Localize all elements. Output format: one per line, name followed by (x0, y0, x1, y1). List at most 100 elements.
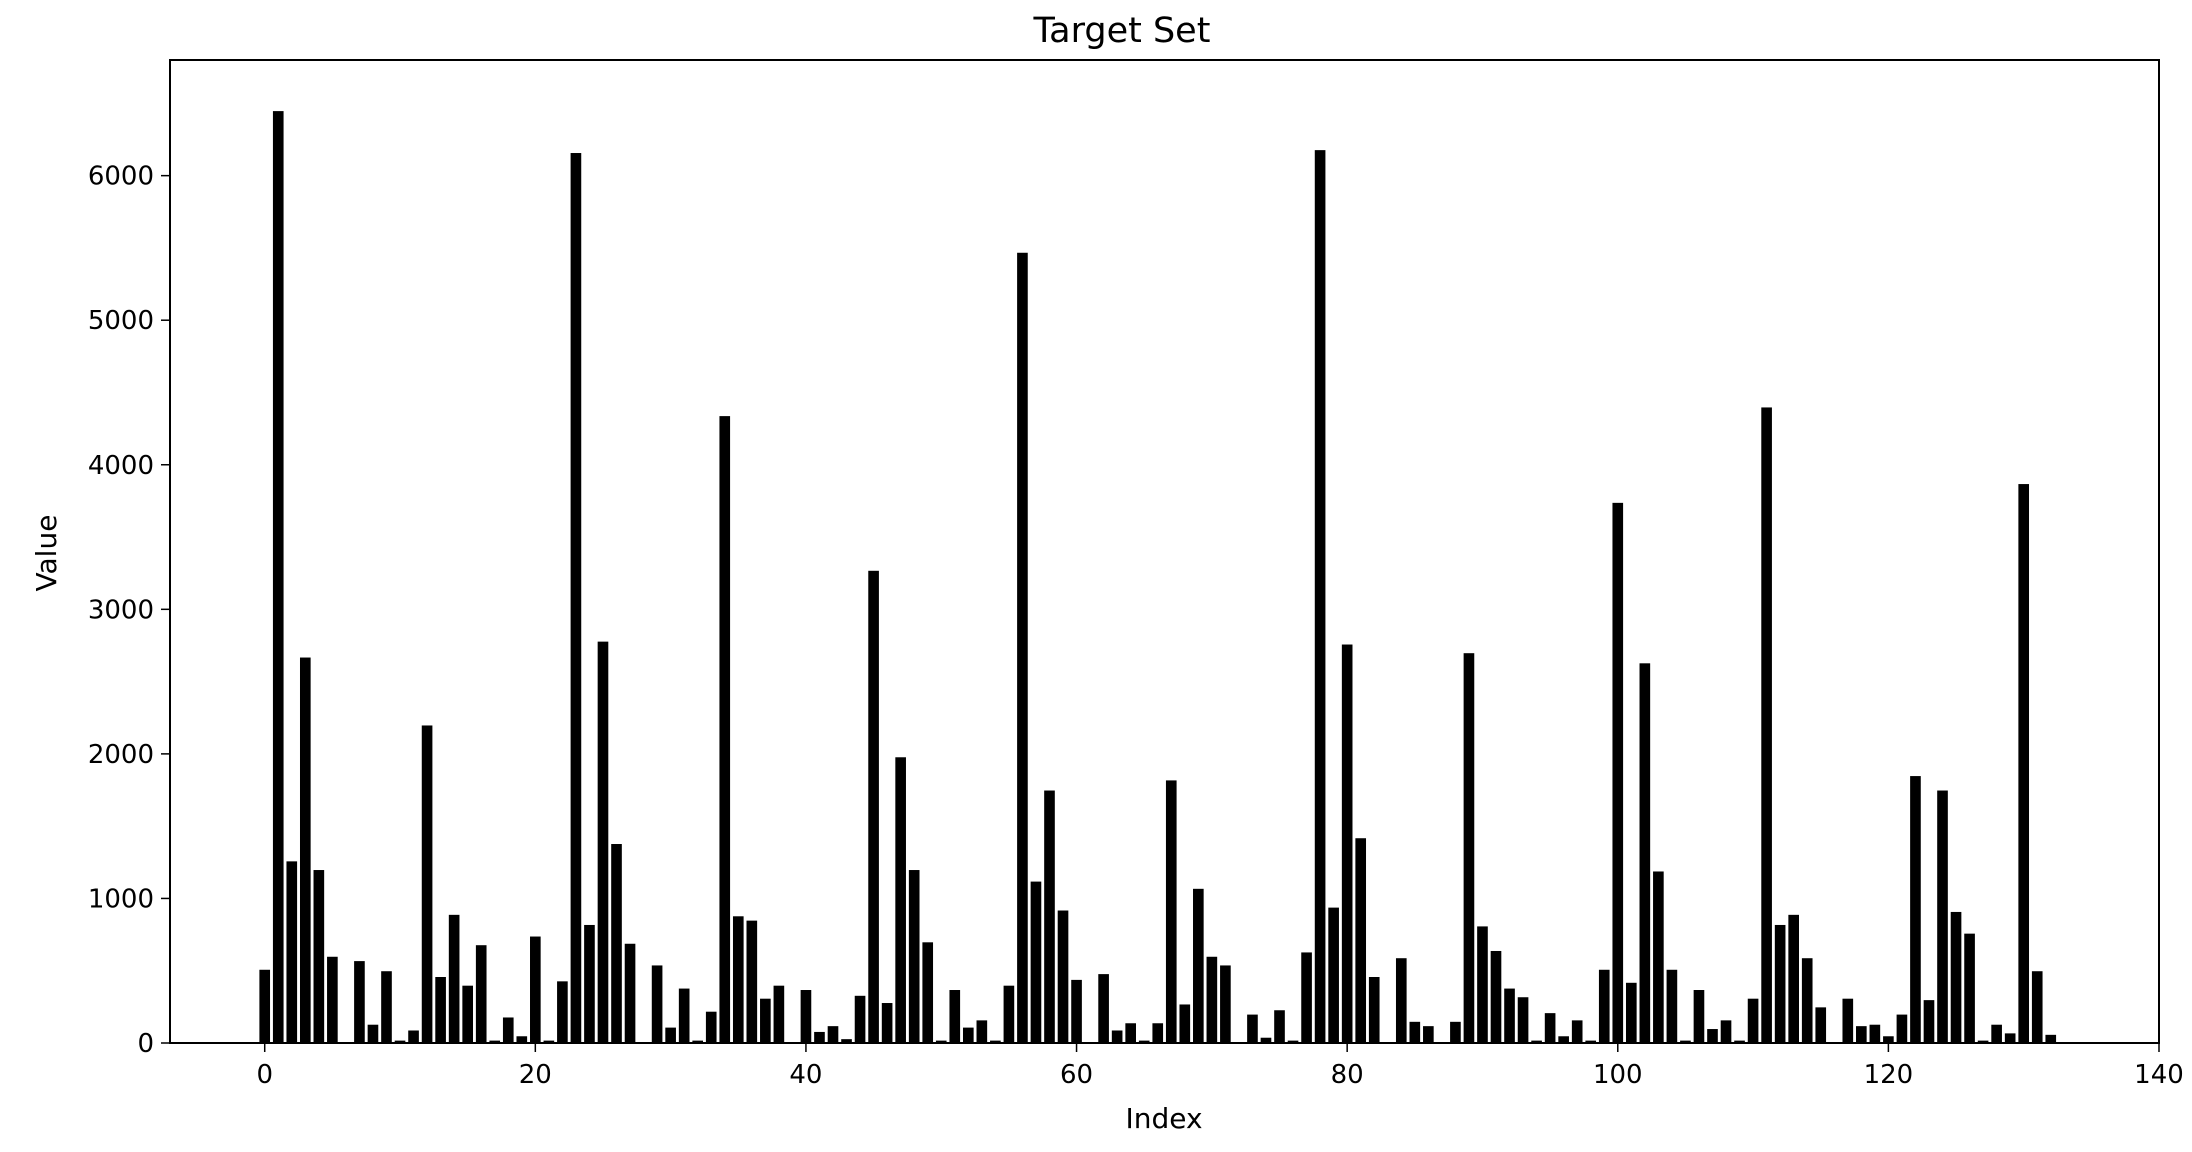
bar-75 (1273, 1009, 1286, 1044)
bar-120 (1882, 1035, 1895, 1044)
bar-26 (610, 843, 623, 1044)
bar-95 (1543, 1012, 1557, 1044)
bar-27 (623, 942, 637, 1044)
bar-34 (718, 415, 732, 1044)
bar-52 (961, 1026, 975, 1044)
y-axis-ticks: 0 1000 2000 3000 4000 5000 6000 (88, 162, 170, 1059)
bar-2 (285, 860, 299, 1044)
bar-112 (1773, 923, 1787, 1044)
bar-36 (745, 919, 759, 1044)
bar-80 (1340, 643, 1354, 1044)
bar-41 (813, 1030, 826, 1044)
bar-88 (1449, 1020, 1462, 1044)
y-tick-label: 1000 (88, 884, 154, 914)
bar-89 (1462, 652, 1476, 1044)
y-tick-label: 4000 (88, 451, 154, 481)
bar-33 (704, 1010, 718, 1044)
bar-122 (1909, 775, 1922, 1044)
bar-78 (1313, 149, 1327, 1044)
bar-130 (2017, 483, 2031, 1044)
bar-37 (759, 997, 772, 1044)
bar-18 (501, 1016, 515, 1044)
bar-110 (1746, 997, 1760, 1044)
bar-58 (1043, 789, 1056, 1044)
x-tick-label: 120 (1864, 1060, 1914, 1090)
bar-79 (1327, 906, 1340, 1044)
bar-0 (258, 968, 272, 1044)
y-tick-label: 2000 (88, 740, 154, 770)
bar-62 (1097, 973, 1110, 1044)
bar-81 (1354, 837, 1368, 1044)
bar-125 (1949, 910, 1963, 1044)
bar-48 (907, 869, 921, 1044)
bar-63 (1110, 1029, 1124, 1044)
bar-51 (948, 989, 962, 1044)
bar-11 (407, 1029, 420, 1044)
y-tick-label: 0 (137, 1029, 154, 1059)
bar-70 (1205, 955, 1219, 1044)
x-tick-label: 0 (256, 1060, 273, 1090)
y-tick-label: 5000 (88, 306, 154, 336)
bar-30 (664, 1026, 677, 1044)
bar-59 (1056, 909, 1070, 1044)
bar-66 (1151, 1022, 1165, 1044)
bar-107 (1706, 1028, 1719, 1044)
bar-25 (596, 640, 610, 1044)
bar-64 (1124, 1022, 1137, 1044)
bar-23 (569, 152, 583, 1044)
bar-103 (1652, 870, 1665, 1044)
bar-8 (366, 1023, 380, 1044)
bar-4 (312, 869, 326, 1044)
bar-84 (1394, 957, 1408, 1044)
bar-101 (1624, 981, 1638, 1044)
bar-55 (1002, 984, 1016, 1044)
bar-71 (1219, 964, 1232, 1044)
bar-56 (1016, 251, 1029, 1044)
bar-46 (880, 1002, 894, 1044)
bar-29 (650, 964, 664, 1044)
bar-5 (326, 955, 339, 1044)
bar-53 (975, 1019, 989, 1044)
bar-90 (1476, 925, 1489, 1044)
y-axis-label: Value (30, 515, 63, 592)
plot-frame (169, 59, 2160, 1044)
bar-49 (921, 941, 935, 1044)
bar-35 (731, 915, 745, 1044)
bar-31 (677, 987, 691, 1044)
bar-9 (380, 970, 393, 1044)
bar-38 (772, 984, 786, 1044)
x-tick-label: 80 (1331, 1060, 1364, 1090)
bar-24 (583, 923, 596, 1044)
x-tick-label: 140 (2134, 1060, 2184, 1090)
bar-124 (1936, 789, 1949, 1044)
bar-14 (447, 913, 461, 1044)
bar-15 (461, 984, 474, 1044)
x-tick-label: 100 (1593, 1060, 1643, 1090)
bar-102 (1638, 662, 1652, 1044)
bar-91 (1489, 949, 1503, 1044)
bar-7 (353, 960, 366, 1044)
bar-111 (1760, 406, 1773, 1044)
bar-131 (2030, 970, 2044, 1044)
bar-100 (1611, 501, 1625, 1044)
bar-69 (1192, 887, 1205, 1044)
bar-67 (1164, 779, 1178, 1044)
bar-113 (1787, 913, 1800, 1044)
bar-85 (1408, 1020, 1422, 1044)
bar-47 (894, 756, 907, 1044)
x-axis-ticks: 0 20 40 60 80 100 120 140 (256, 1043, 2184, 1090)
bar-129 (2003, 1032, 2017, 1044)
bar-126 (1963, 932, 1976, 1044)
bar-42 (826, 1025, 840, 1044)
y-tick-label: 3000 (88, 595, 154, 625)
bar-96 (1557, 1035, 1570, 1044)
bar-117 (1841, 997, 1855, 1044)
bar-3 (298, 656, 312, 1044)
bar-45 (867, 569, 880, 1044)
bar-40 (799, 989, 813, 1044)
bar-12 (420, 724, 434, 1044)
bar-93 (1516, 996, 1530, 1044)
bar-119 (1868, 1023, 1882, 1044)
bar-16 (474, 944, 488, 1044)
bar-22 (556, 980, 569, 1044)
